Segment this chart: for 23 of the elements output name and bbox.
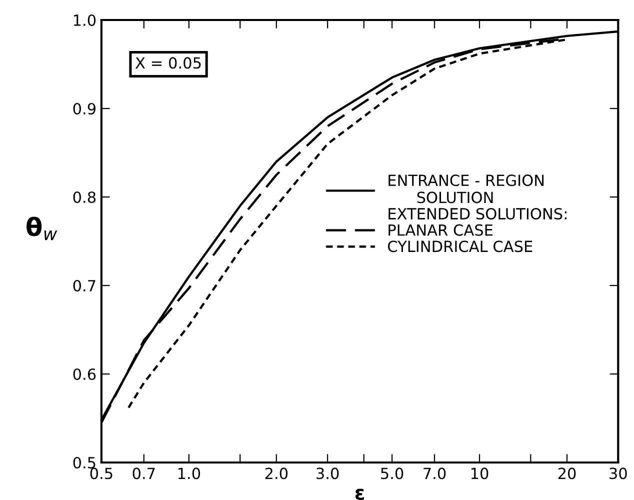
y-tick-label: 0.9 <box>73 102 96 115</box>
x-tick-label: 10 <box>471 468 488 480</box>
x-tick-label: 0.7 <box>132 468 155 480</box>
x-tick-label: 30 <box>610 468 627 480</box>
x-axis-title: ε <box>355 488 364 500</box>
annotation: EXTENDED SOLUTIONS: <box>388 208 566 220</box>
x-tick-label: 20 <box>558 468 576 480</box>
legend-label: ENTRANCE - REGION SOLUTION <box>388 174 544 204</box>
x-tick-label: 2.0 <box>265 468 288 480</box>
x-tick-label: 3.0 <box>316 468 339 480</box>
legend-label: PLANAR CASE <box>388 224 492 236</box>
x-tick-label: 7.0 <box>424 468 446 480</box>
y-tick-label: 1.0 <box>74 14 96 26</box>
y-tick-label: 0.8 <box>73 191 96 204</box>
legend-label: CYLINDRICAL CASE <box>388 240 532 252</box>
y-tick-label: 0.6 <box>73 368 96 380</box>
y-axis-title: θ$_{w}$ <box>26 216 58 240</box>
annotation: X = 0.05 <box>135 57 201 69</box>
x-tick-label: 0.5 <box>90 468 112 480</box>
x-tick-label: 1.0 <box>178 468 200 480</box>
y-tick-label: 0.5 <box>73 456 96 469</box>
x-tick-label: 5.0 <box>381 468 404 480</box>
y-tick-label: 0.7 <box>73 280 96 292</box>
